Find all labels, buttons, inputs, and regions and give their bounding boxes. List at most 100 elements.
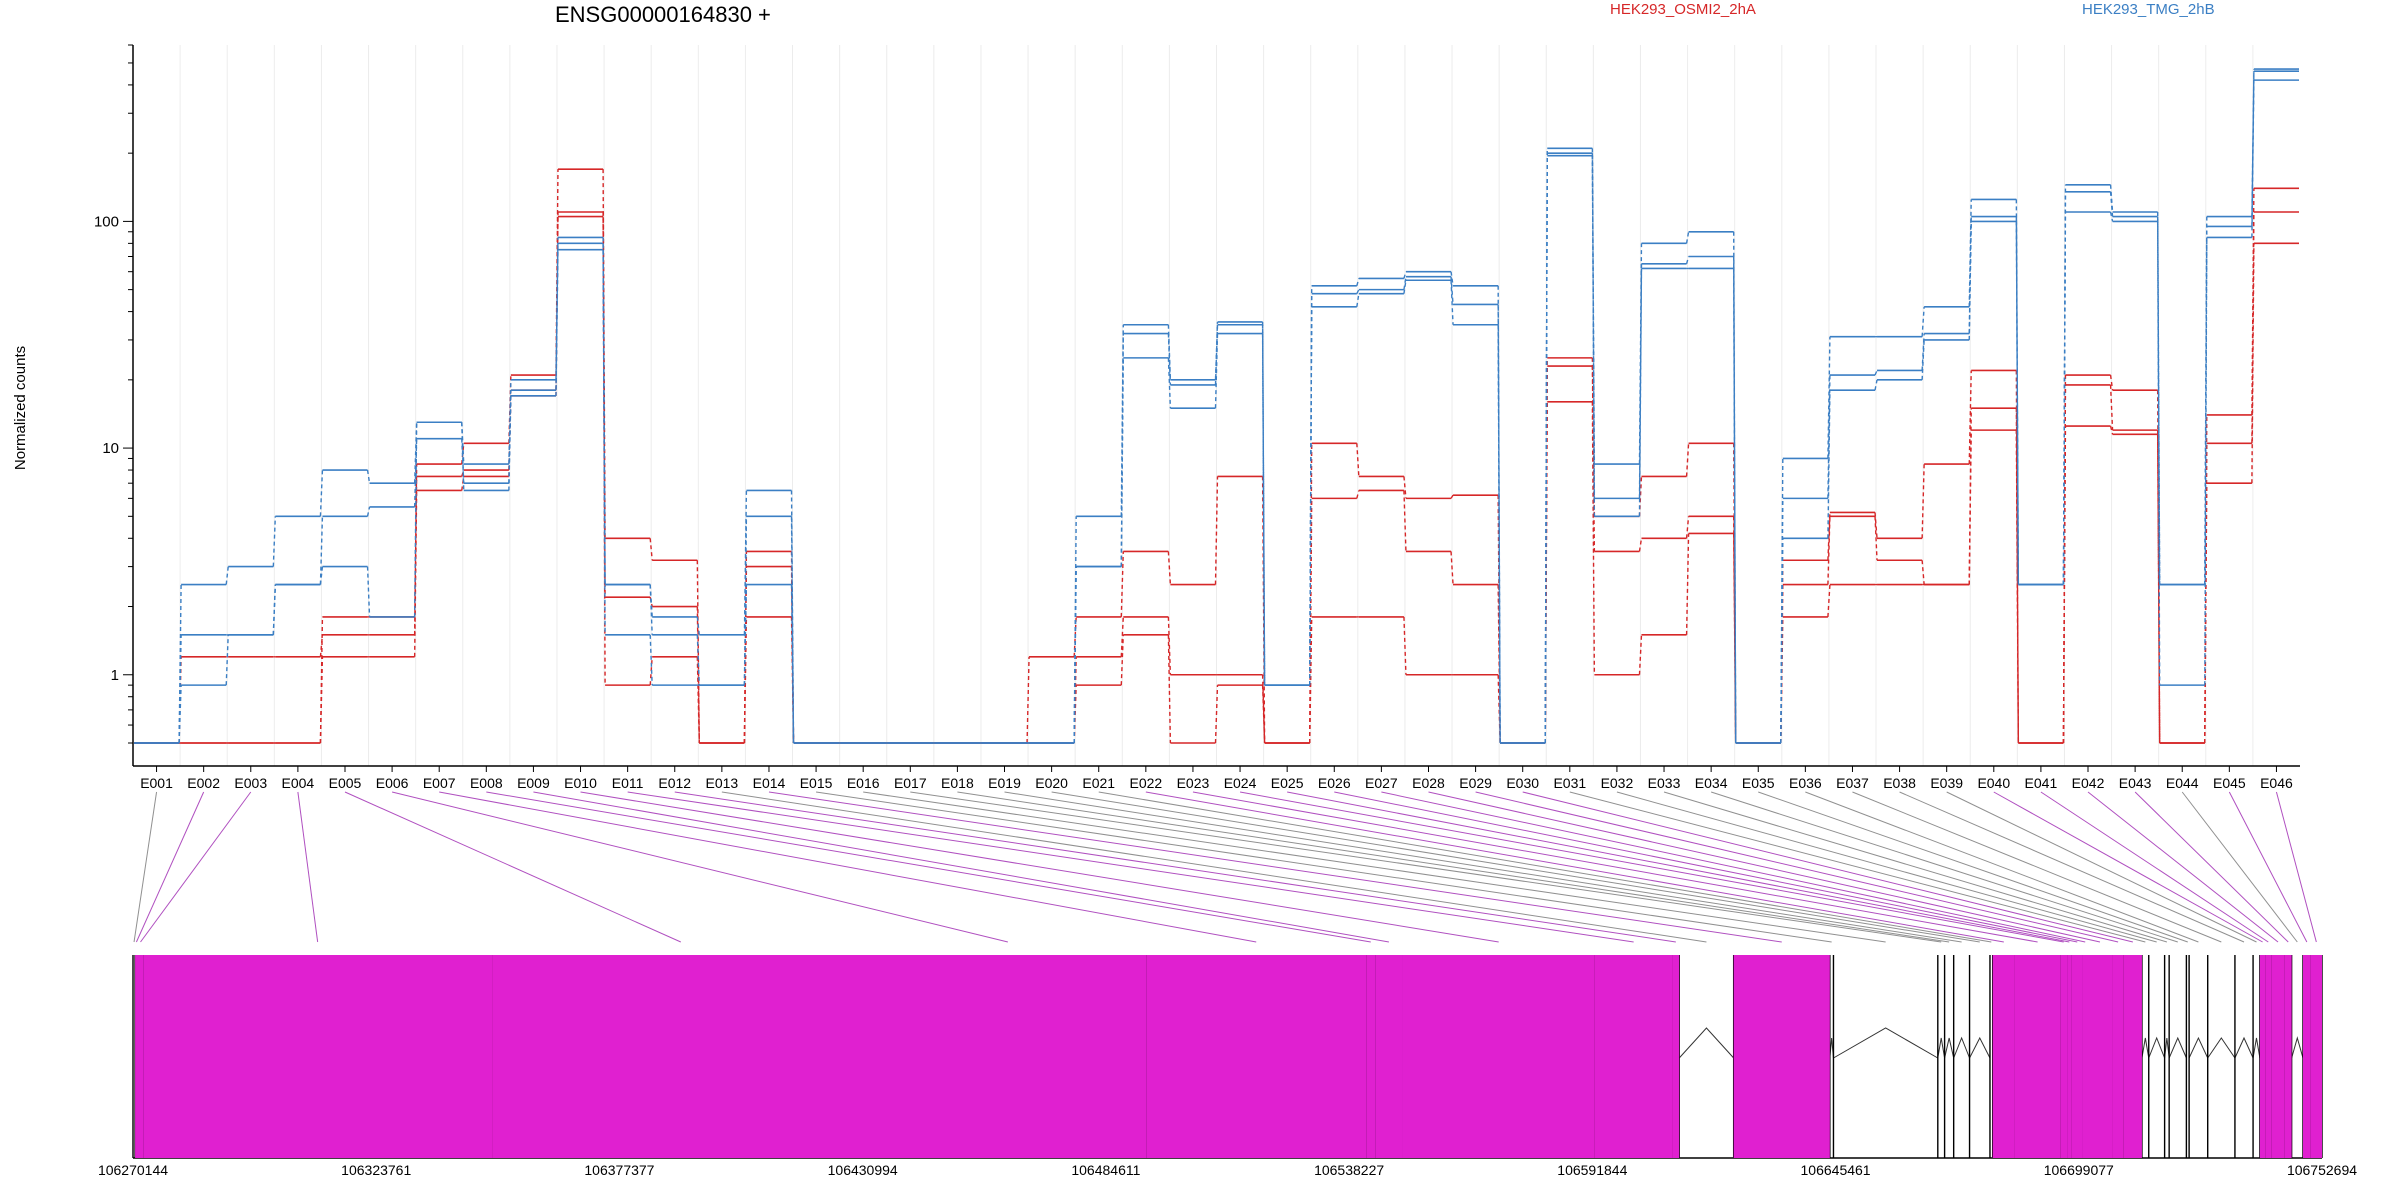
data-connector [1450,271,1454,286]
intron-connector [2188,1036,2209,1059]
data-connector [1685,443,1690,477]
exon-link-line [674,791,1676,943]
highlighted-exon-block [869,955,1147,1158]
data-connector [2251,243,2255,484]
data-connector [2015,370,2020,744]
y-tick-label: 10 [102,440,119,457]
data-connector [1827,516,1831,585]
x-tick-label: E001 [140,775,173,791]
highlighted-exon-block [2265,955,2272,1158]
data-connector [1732,268,1737,744]
x-tick-label: E003 [234,775,267,791]
highlighted-exon-block [2112,955,2124,1158]
data-connector [1591,153,1596,499]
data-connector [1403,271,1407,279]
data-connector [1874,370,1878,376]
exon-link-line [1946,791,2257,943]
data-connector [1591,401,1596,675]
x-tick-label: E028 [1412,775,1445,791]
data-connector [1120,324,1124,517]
exon-link-line [2087,791,2279,943]
x-tick-label: E035 [1742,775,1775,791]
data-connector [602,249,606,635]
x-tick-label: E009 [517,775,550,791]
genome-coordinate-label: 106645461 [1801,1162,1871,1178]
grid-lines [179,45,2254,766]
data-connector [1685,533,1690,635]
exon-link-line [863,791,1886,943]
data-connector [1309,616,1313,744]
data-connector [2015,221,2020,585]
data-connector [1921,306,1925,337]
data-connector [649,634,653,686]
exon-link-line [1616,791,2157,943]
data-connector [2156,216,2161,585]
exon-link-line [910,791,1942,943]
exon-link-line [344,791,681,943]
data-connector [1450,276,1454,305]
exon-link-line [1758,791,2188,943]
exon-link-line [1710,791,2178,943]
x-tick-label: E023 [1177,775,1210,791]
data-connector [649,538,653,561]
highlighted-exon-block [2071,955,2083,1158]
data-connector [1167,357,1172,409]
highlighted-exon-block [2067,955,2072,1158]
highlighted-exon-block [2082,955,2088,1158]
x-tick-label: E017 [894,775,927,791]
data-connector [1261,685,1266,744]
x-tick-label: E046 [2260,775,2293,791]
exon-link-line [1522,791,2133,943]
genome-coordinate-label: 106484611 [1071,1162,1140,1178]
data-connector [1214,324,1219,385]
exon-link-line [1192,791,2038,943]
x-tick-label: E014 [753,775,786,791]
data-connector [1638,268,1643,517]
data-connector [1261,321,1266,686]
exon-link-line [721,791,1707,943]
highlighted-exon-block [1375,955,1403,1158]
x-tick-label: E036 [1789,775,1822,791]
data-connector [790,584,795,744]
chart-title: ENSG00000164830 + [555,2,771,27]
x-tick-label: E029 [1459,775,1492,791]
genome-coordinate-label: 106752694 [2287,1162,2357,1178]
x-tick-label: E038 [1883,775,1916,791]
data-connector [413,422,418,617]
y-tick-label: 100 [94,213,119,230]
exon-link-line [1475,791,2119,943]
data-connector [366,469,371,484]
exon-link-line [627,791,1634,943]
x-tick-label: E002 [187,775,220,791]
intron-connector [2141,1037,2150,1059]
data-connector [1167,551,1172,585]
highlighted-exon-block [1594,955,1673,1158]
data-connector [1356,289,1360,294]
series-6 [134,79,2299,744]
data-connector [1167,333,1172,385]
highlighted-exon-block [135,955,139,1158]
intron-connector [1833,1027,1939,1059]
exon-link-line [816,791,1832,943]
data-connector [1497,285,1501,744]
data-connector [1450,551,1454,585]
exon-link-line [133,791,158,943]
data-connector [1968,221,1972,340]
data-connector [2109,384,2114,431]
exon-link-line [1098,791,1992,943]
intron-connector [1944,1037,1955,1059]
highlighted-exon-block [2060,955,2068,1158]
x-tick-label: E021 [1082,775,1115,791]
exon-link-line [135,791,205,943]
data-connector [319,656,324,744]
data-connector [319,566,324,585]
series-lines [134,68,2299,744]
data-connector [1968,430,1972,585]
genome-coordinate-label: 106699077 [2044,1162,2114,1178]
data-connector [1214,685,1219,744]
exon-link-line [2181,791,2298,943]
exon-link-line [768,791,1782,943]
highlighted-exon-block [1366,955,1376,1158]
data-connector [319,634,324,657]
data-connector [1356,443,1360,477]
